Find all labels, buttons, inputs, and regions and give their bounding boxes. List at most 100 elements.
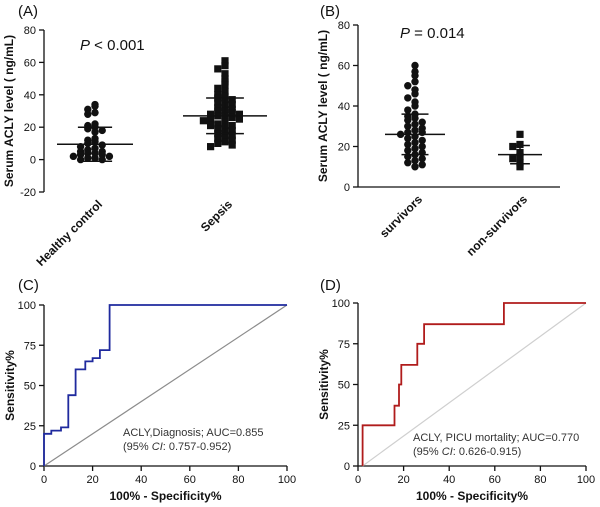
data-point: [235, 110, 243, 118]
data-point: [404, 159, 412, 167]
y-tick-label: 75: [24, 340, 36, 352]
y-tick-label: 0: [344, 182, 350, 194]
data-point: [98, 141, 106, 149]
data-point: [221, 133, 229, 141]
data-point: [221, 70, 229, 78]
data-point: [418, 136, 426, 145]
data-point: [214, 139, 222, 147]
data-point: [418, 118, 426, 126]
data-point: [404, 122, 412, 130]
y-axis-title: Serum ACLY level ( ng/mL): [2, 35, 16, 187]
data-point: [516, 140, 524, 149]
x-tick-label: 80: [534, 474, 546, 486]
x-tick-label: 60: [184, 474, 196, 486]
data-point: [418, 142, 426, 151]
data-point: [404, 116, 412, 124]
data-point: [228, 126, 236, 135]
data-point: [228, 121, 236, 130]
reference-diagonal: [43, 304, 288, 467]
data-point: [228, 141, 236, 149]
data-point: [404, 94, 412, 102]
x-tick-label: 100: [577, 474, 595, 486]
x-category-label: Healthy control: [33, 197, 105, 269]
y-tick-label: 0: [30, 155, 36, 167]
data-point: [84, 154, 92, 162]
x-category-label: survivors: [377, 192, 425, 240]
data-point: [516, 130, 524, 138]
y-tick-label: 20: [338, 142, 350, 154]
y-tick-label: 40: [24, 90, 36, 102]
y-axis-title: Sensitivity%: [3, 350, 17, 421]
ci-annotation: (95% CI: 0.757-0.952): [123, 441, 231, 453]
data-point: [214, 99, 222, 107]
reference-diagonal: [362, 302, 587, 467]
p-value-annotation: P = 0.014: [400, 25, 465, 42]
y-tick-label: 60: [338, 61, 350, 73]
data-point: [228, 100, 236, 109]
data-point: [228, 131, 236, 139]
x-axis-title: 100% - Specificity%: [416, 489, 528, 503]
data-point: [404, 134, 412, 143]
data-point: [69, 152, 78, 161]
data-point: [214, 65, 222, 73]
data-point: [418, 161, 426, 169]
y-tick-label: 0: [344, 461, 350, 473]
data-point: [411, 78, 419, 86]
auc-annotation: ACLY, PICU mortality; AUC=0.770: [413, 432, 579, 444]
data-point: [214, 125, 222, 133]
data-point: [214, 84, 222, 92]
data-point: [404, 140, 412, 149]
y-axis-title: Sensitivity%: [317, 349, 331, 420]
y-tick-label: 25: [338, 420, 350, 432]
x-tick-label: 60: [489, 474, 501, 486]
y-axis-title: Serum ACLY level ( ng/mL): [316, 30, 330, 182]
data-point: [411, 156, 419, 165]
data-point: [98, 155, 106, 164]
data-point: [418, 154, 426, 163]
data-point: [199, 117, 207, 125]
y-tick-label: 80: [24, 25, 36, 37]
y-tick-label: 0: [30, 461, 36, 473]
data-point: [509, 142, 517, 151]
x-tick-label: 0: [355, 474, 361, 486]
data-point: [76, 155, 85, 164]
data-point: [221, 57, 229, 65]
ci-annotation: (95% CI: 0.626-0.915): [413, 446, 521, 458]
x-tick-label: 20: [86, 474, 98, 486]
y-tick-label: 60: [24, 57, 36, 69]
data-point: [207, 121, 215, 130]
data-point: [235, 115, 243, 123]
data-point: [411, 61, 419, 70]
y-tick-label: 75: [338, 339, 350, 351]
x-tick-label: 20: [397, 474, 409, 486]
data-point: [214, 120, 222, 128]
data-point: [221, 87, 229, 96]
y-tick-label: 50: [338, 380, 350, 392]
data-point: [221, 81, 229, 89]
y-tick-label: 50: [24, 381, 36, 393]
data-point: [411, 102, 419, 110]
data-point: [404, 82, 412, 90]
y-tick-label: 80: [338, 20, 350, 32]
data-point: [411, 71, 419, 80]
x-tick-label: 40: [135, 474, 147, 486]
y-tick-label: 25: [24, 421, 36, 433]
y-tick-label: 40: [338, 101, 350, 113]
x-tick-label: 0: [41, 474, 47, 486]
panel-label-d: (D): [320, 277, 341, 294]
data-point: [228, 136, 236, 144]
roc-curve: [361, 302, 586, 466]
data-point: [207, 110, 215, 118]
x-axis-title: 100% - Specificity%: [109, 489, 221, 503]
data-point: [105, 152, 114, 161]
data-point: [404, 146, 412, 155]
data-point: [221, 92, 229, 101]
data-point: [207, 143, 215, 151]
data-point: [214, 134, 222, 143]
data-point: [411, 163, 419, 171]
data-point: [221, 62, 229, 70]
y-tick-label: 100: [18, 300, 36, 312]
panel-label-a: (A): [18, 3, 38, 20]
data-point: [84, 110, 92, 118]
panel-label-c: (C): [18, 277, 39, 294]
